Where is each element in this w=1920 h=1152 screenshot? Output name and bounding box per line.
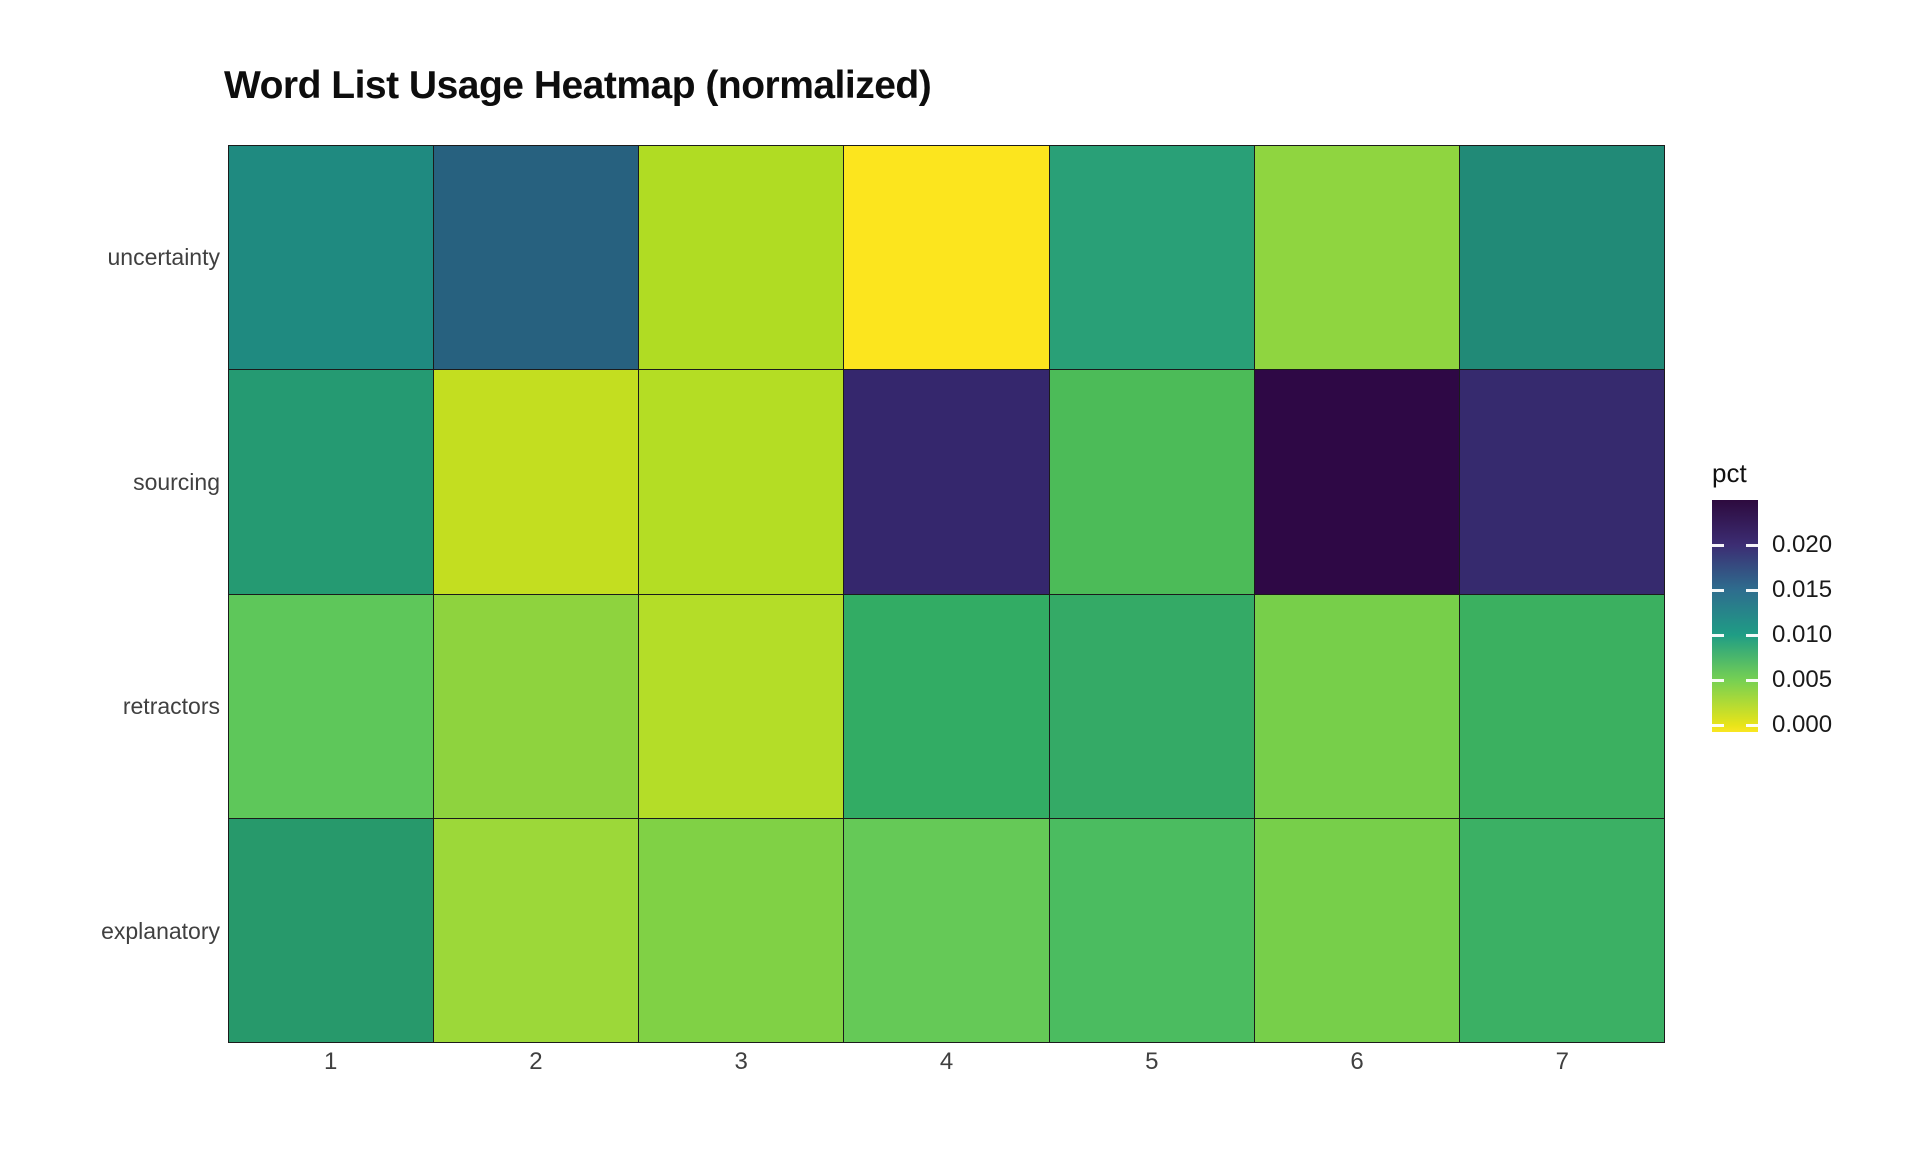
heatmap-cell	[1049, 146, 1254, 370]
heatmap-cell	[434, 370, 639, 594]
legend-tick-label: 0.015	[1772, 576, 1833, 604]
legend-tick-mark	[1746, 588, 1758, 592]
x-axis-label: 7	[1555, 1048, 1570, 1075]
heatmap-cell	[639, 370, 844, 594]
legend-tick-label: 0.020	[1772, 531, 1833, 558]
x-axis-label: 5	[1145, 1048, 1159, 1075]
heatmap-cell	[639, 594, 844, 818]
x-axis-label: 2	[529, 1048, 543, 1075]
heatmap-cell	[1049, 370, 1254, 594]
heatmap-cell	[1254, 146, 1459, 370]
heatmap-cell	[639, 818, 844, 1042]
y-axis-label: sourcing	[133, 468, 220, 495]
heatmap-cell	[1459, 146, 1664, 370]
legend-tick-mark	[1712, 543, 1724, 547]
heatmap-cell	[639, 146, 844, 370]
heatmap-cell	[229, 594, 434, 818]
legend-tick-mark	[1746, 723, 1758, 727]
legend-tick-mark	[1712, 633, 1724, 637]
legend-tick-mark	[1746, 633, 1758, 637]
heatmap-cell	[844, 594, 1049, 818]
heatmap-cell	[229, 146, 434, 370]
x-axis-label: 3	[734, 1048, 748, 1075]
heatmap-cell	[844, 818, 1049, 1042]
x-axis-label: 1	[323, 1048, 338, 1075]
legend-tick-label: 0.000	[1772, 711, 1833, 739]
heatmap-cell	[434, 146, 639, 370]
heatmap-cell	[229, 818, 434, 1042]
legend-tick-mark	[1746, 678, 1758, 682]
y-axis-label: retractors	[122, 693, 220, 720]
heatmap-cell	[434, 818, 639, 1042]
x-axis-label: 4	[939, 1048, 954, 1075]
heatmap-cell	[844, 146, 1049, 370]
legend-tick-label: 0.010	[1772, 621, 1833, 649]
heatmap-cell	[1254, 818, 1459, 1042]
y-axis-label: explanatory	[101, 917, 220, 944]
heatmap-cell	[1254, 370, 1459, 594]
legend-tick-mark	[1712, 678, 1724, 682]
legend-colorbar	[1712, 500, 1758, 732]
chart-title: Word List Usage Heatmap (normalized)	[224, 64, 932, 107]
heatmap-cell	[1049, 818, 1254, 1042]
y-axis-label: uncertainty	[107, 244, 220, 271]
heatmap-cell	[1459, 818, 1664, 1042]
heatmap-cell	[434, 594, 639, 818]
heatmap-panel	[228, 145, 1665, 1043]
legend-tick-mark	[1712, 588, 1724, 592]
legend-tick-mark	[1712, 723, 1724, 727]
x-axis-label: 6	[1350, 1048, 1364, 1075]
legend-tick-label: 0.005	[1772, 666, 1833, 694]
legend-tick-mark	[1746, 543, 1758, 547]
heatmap-cell	[1254, 594, 1459, 818]
legend-title: pct	[1712, 458, 1747, 488]
heatmap-cell	[1459, 370, 1664, 594]
heatmap-cell	[844, 370, 1049, 594]
heatmap-cell	[1459, 594, 1664, 818]
heatmap-cell	[1049, 594, 1254, 818]
heatmap-cell	[229, 370, 434, 594]
